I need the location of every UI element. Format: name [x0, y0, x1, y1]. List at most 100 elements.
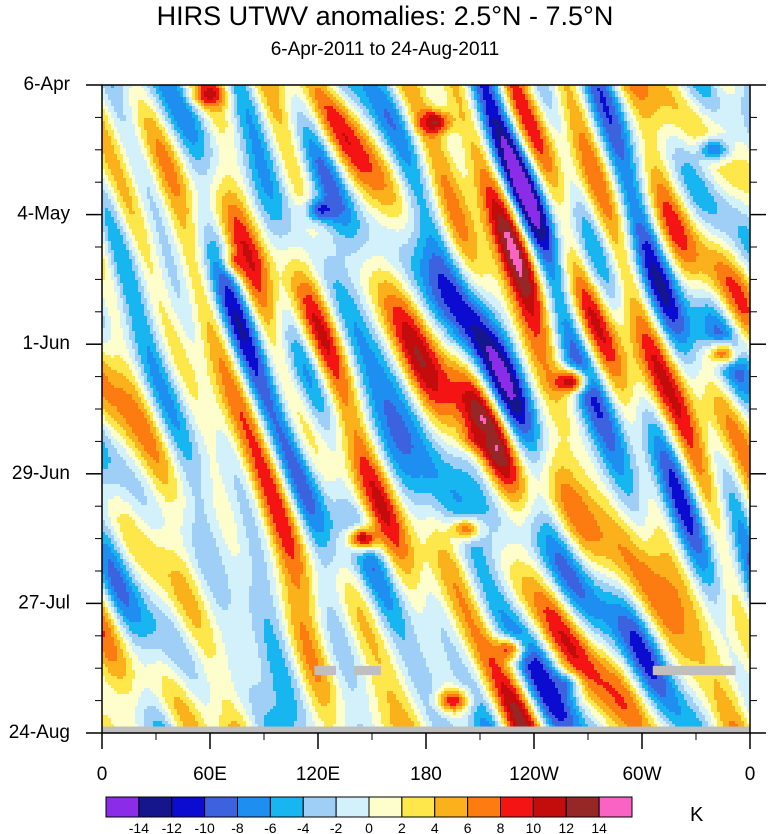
- heatmap-cell: [231, 91, 234, 94]
- heatmap-cell: [291, 88, 294, 91]
- heatmap-cell: [339, 94, 342, 97]
- heatmap-cell: [462, 88, 465, 91]
- heatmap-cell: [180, 88, 183, 91]
- heatmap-cell: [513, 88, 516, 91]
- heatmap-cell: [255, 91, 258, 94]
- heatmap-cell: [663, 91, 666, 94]
- heatmap-cell: [252, 91, 255, 94]
- heatmap-cell: [585, 91, 588, 94]
- heatmap-cell: [378, 88, 381, 91]
- heatmap-cell: [333, 91, 336, 94]
- heatmap-cell: [108, 94, 111, 97]
- heatmap-cell: [423, 88, 426, 91]
- heatmap-cell: [258, 91, 261, 94]
- heatmap-cell: [729, 91, 732, 94]
- heatmap-cell: [534, 91, 537, 94]
- heatmap-cell: [387, 91, 390, 94]
- heatmap-cell: [207, 91, 210, 94]
- heatmap-cell: [282, 94, 285, 97]
- heatmap-cell: [249, 88, 252, 91]
- heatmap-cell: [294, 88, 297, 91]
- heatmap-cell: [234, 94, 237, 97]
- heatmap-cell: [516, 91, 519, 94]
- heatmap-cell: [285, 94, 288, 97]
- heatmap-cell: [246, 94, 249, 97]
- heatmap-cell: [477, 91, 480, 94]
- heatmap-cell: [297, 94, 300, 97]
- heatmap-cell: [744, 88, 747, 91]
- heatmap-cell: [255, 94, 258, 97]
- heatmap-cell: [510, 88, 513, 91]
- heatmap-cell: [579, 88, 582, 91]
- heatmap-cell: [279, 91, 282, 94]
- heatmap-cell: [333, 88, 336, 91]
- heatmap-cell: [111, 94, 114, 97]
- heatmap-cell: [642, 88, 645, 91]
- heatmap-cell: [111, 88, 114, 91]
- heatmap-cell: [447, 91, 450, 94]
- heatmap-cell: [189, 91, 192, 94]
- heatmap-cell: [105, 91, 108, 94]
- heatmap-cell: [537, 88, 540, 91]
- heatmap-cell: [243, 91, 246, 94]
- heatmap-cell: [336, 88, 339, 91]
- heatmap-cell: [417, 91, 420, 94]
- heatmap-cell: [549, 88, 552, 91]
- heatmap-cell: [192, 94, 195, 97]
- heatmap-cell: [105, 88, 108, 91]
- heatmap-cell: [189, 88, 192, 91]
- heatmap-cell: [516, 88, 519, 91]
- heatmap-cell: [594, 91, 597, 94]
- heatmap-cell: [174, 88, 177, 91]
- heatmap-cell: [597, 91, 600, 94]
- heatmap-cell: [561, 91, 564, 94]
- heatmap-cell: [636, 88, 639, 91]
- heatmap-cell: [552, 91, 555, 94]
- heatmap-cell: [387, 94, 390, 97]
- heatmap-cell: [372, 91, 375, 94]
- heatmap-cell: [249, 94, 252, 97]
- heatmap-cell: [450, 88, 453, 91]
- heatmap-cell: [132, 88, 135, 91]
- heatmap-cell: [339, 88, 342, 91]
- heatmap-cell: [312, 88, 315, 91]
- heatmap-cell: [546, 88, 549, 91]
- heatmap-cell: [684, 91, 687, 94]
- heatmap-cell: [147, 88, 150, 91]
- heatmap-cell: [375, 94, 378, 97]
- heatmap-cell: [411, 88, 414, 91]
- heatmap-cell: [243, 94, 246, 97]
- heatmap-cell: [450, 91, 453, 94]
- heatmap-cell: [330, 94, 333, 97]
- heatmap-cell: [339, 91, 342, 94]
- heatmap-cell: [141, 94, 144, 97]
- heatmap-cell: [711, 91, 714, 94]
- heatmap-cell: [282, 91, 285, 94]
- heatmap-cell: [402, 91, 405, 94]
- heatmap-cell: [132, 94, 135, 97]
- heatmap-cell: [270, 91, 273, 94]
- heatmap-cell: [375, 91, 378, 94]
- heatmap-cell: [420, 88, 423, 91]
- heatmap-cell: [681, 88, 684, 91]
- heatmap-cell: [129, 88, 132, 91]
- heatmap-cell: [639, 88, 642, 91]
- heatmap-cell: [699, 88, 702, 91]
- heatmap-cell: [390, 88, 393, 91]
- heatmap-cell: [621, 88, 624, 91]
- heatmap-cell: [138, 91, 141, 94]
- heatmap-cell: [498, 91, 501, 94]
- heatmap-cell: [285, 88, 288, 91]
- heatmap-cell: [669, 88, 672, 91]
- heatmap-cell: [336, 91, 339, 94]
- heatmap-cell: [438, 88, 441, 91]
- heatmap-cell: [465, 88, 468, 91]
- heatmap-cell: [219, 94, 222, 97]
- hovmoller-chart: 6-Apr4-May1-Jun29-Jun27-Jul24-Aug 0 60E 12…: [0, 0, 770, 834]
- heatmap-cell: [711, 88, 714, 91]
- heatmap-cell: [195, 91, 198, 94]
- heatmap-cell: [183, 88, 186, 91]
- heatmap-cell: [144, 91, 147, 94]
- heatmap-cell: [312, 94, 315, 97]
- heatmap-cell: [321, 94, 324, 97]
